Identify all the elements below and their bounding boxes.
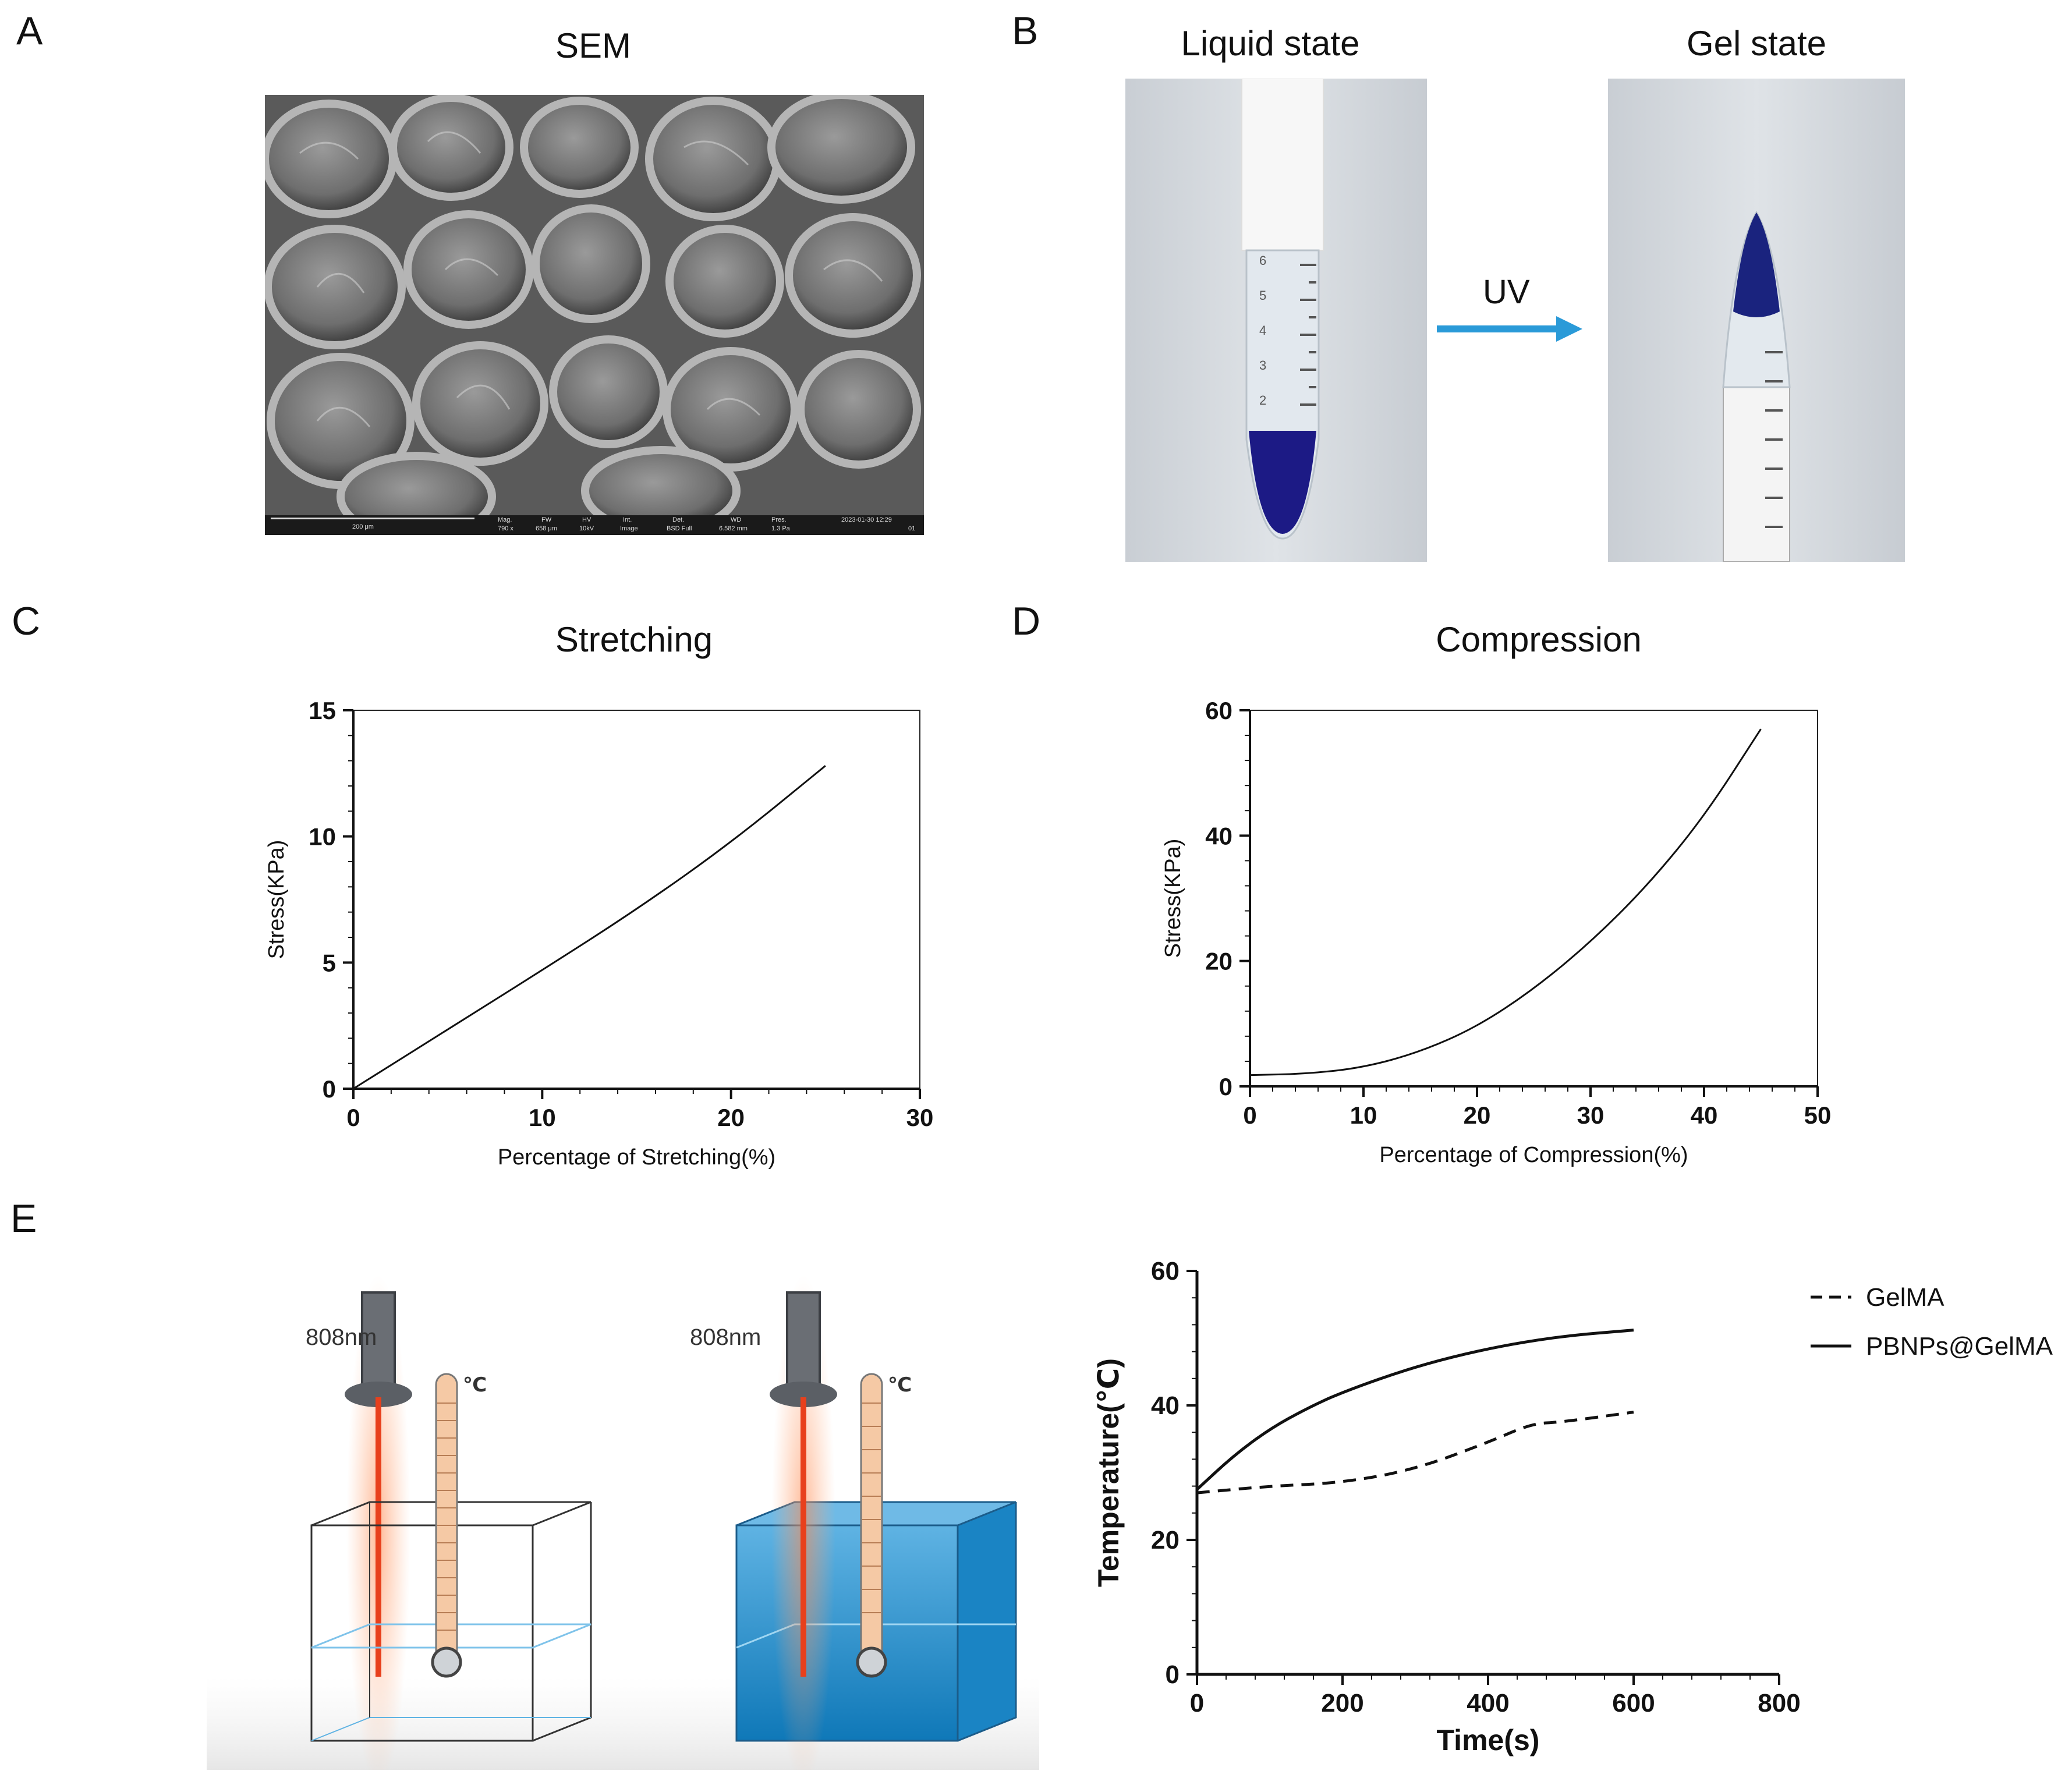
- temperature-y-tick-label: 60: [1151, 1257, 1180, 1285]
- gel-state-photo: [1608, 79, 1905, 562]
- compression-x-axis-label: Percentage of Compression(%): [1379, 1143, 1688, 1167]
- sem-info-bar: 200 μm Mag. 790 x FW 658 μm HV 10kV Int.…: [265, 515, 924, 535]
- compression-curve-line: [1249, 728, 1762, 1076]
- laser-setup-left: 808nm ℃: [306, 1275, 592, 1770]
- thermo-label-left: ℃: [463, 1374, 487, 1396]
- compression-y-tick-label: 40: [1205, 822, 1232, 849]
- panel-letter-a: A: [16, 9, 43, 53]
- stretching-x-tick-label: 10: [529, 1104, 556, 1131]
- stretching-y-tick-label: 15: [309, 697, 336, 724]
- liquid-state-title: Liquid state: [1181, 24, 1360, 63]
- series-gelma-line: [1196, 1411, 1634, 1494]
- panel-a-title: SEM: [555, 26, 632, 65]
- sem-fw-label: FW: [541, 516, 552, 523]
- compression-x-tick-label: 0: [1243, 1102, 1256, 1129]
- tube-mark-4: 4: [1259, 323, 1266, 338]
- sem-texture: [265, 95, 924, 535]
- compression-y-tick-label: 0: [1219, 1073, 1232, 1100]
- uv-arrow: [1437, 316, 1582, 342]
- stretching-y-tick-label: 10: [309, 823, 336, 851]
- stretching-x-axis-label: Percentage of Stretching(%): [498, 1145, 775, 1170]
- sem-det: BSD Full: [667, 525, 692, 532]
- tube-mark-5: 5: [1259, 288, 1266, 303]
- sem-wd-label: WD: [731, 516, 742, 523]
- thermo-label-right: ℃: [888, 1374, 912, 1396]
- series-pbnps-gelma-line: [1196, 1329, 1634, 1491]
- temperature-y-tick-label: 20: [1151, 1526, 1180, 1554]
- stretching-x-tick-label: 0: [346, 1104, 360, 1131]
- laser-setup-right: 808nm ℃: [690, 1275, 1017, 1770]
- panel-letter-d: D: [1012, 599, 1041, 643]
- panel-letter-c: C: [12, 599, 41, 643]
- tube-graduations: [1300, 264, 1316, 406]
- tube-mark-6: 6: [1259, 253, 1266, 268]
- sem-mag: 790 x: [498, 525, 513, 532]
- sem-det-label: Det.: [672, 516, 685, 523]
- panel-letter-e: E: [10, 1196, 37, 1241]
- stretching-plot-frame: [353, 710, 920, 1089]
- compression-x-tick-label: 10: [1350, 1102, 1377, 1129]
- panel-letter-b: B: [1012, 9, 1039, 53]
- compression-y-axis-label: Stress(KPa): [1161, 839, 1185, 958]
- sem-scale-label: 200 μm: [352, 523, 374, 530]
- sem-hv-label: HV: [582, 516, 592, 523]
- temperature-x-tick-label: 800: [1758, 1689, 1800, 1717]
- legend-label-series-gelma: GelMA: [1866, 1283, 1945, 1312]
- sem-pres: 1.3 Pa: [771, 525, 790, 532]
- laser-head-icon-2: [786, 1291, 821, 1393]
- stretching-y-tick-label: 5: [323, 949, 336, 976]
- temperature-y-tick-label: 40: [1151, 1391, 1180, 1420]
- thermometer-icon-2: [856, 1373, 887, 1678]
- photothermal-setup-illustration: 808nm ℃ 808nm ℃: [207, 1275, 1039, 1770]
- sem-date: 2023-01-30 12:29: [841, 516, 892, 523]
- laser-label-right: 808nm: [690, 1324, 761, 1350]
- sem-int-label: Int.: [623, 516, 632, 523]
- tube-mark-2: 2: [1259, 393, 1266, 408]
- tube-cap: [1241, 79, 1324, 251]
- stretching-y-axis-label: Stress(KPa): [264, 840, 289, 959]
- sem-hv: 10kV: [579, 525, 594, 532]
- compression-x-tick-label: 20: [1464, 1102, 1491, 1129]
- compression-title: Compression: [1436, 620, 1642, 659]
- sem-pres-label: Pres.: [771, 516, 787, 523]
- stretching-chart: 0 10 20 30 0 5 10 15 Percentage of Stretching(%)…: [264, 697, 934, 1170]
- sem-mag-label: Mag.: [498, 516, 512, 523]
- laser-head-icon: [361, 1291, 396, 1393]
- stretching-title: Stretching: [555, 620, 713, 659]
- compression-x-tick-label: 30: [1577, 1102, 1605, 1129]
- compression-y-tick-label: 60: [1205, 697, 1232, 724]
- sem-image: 200 μm Mag. 790 x FW 658 μm HV 10kV Int.…: [265, 95, 924, 535]
- uv-label: UV: [1483, 273, 1530, 311]
- gel-state-title: Gel state: [1686, 24, 1827, 63]
- temperature-x-tick-label: 400: [1467, 1689, 1509, 1717]
- sem-id: 01: [908, 525, 916, 532]
- legend-label-series-pbnps-gelma: PBNPs@GelMA: [1866, 1332, 2053, 1361]
- temperature-y-axis-label: Temperature(℃): [1092, 1358, 1125, 1587]
- liquid-state-photo: 6 5 4 3 2: [1125, 79, 1427, 562]
- stretching-curve-line: [353, 765, 826, 1090]
- sem-int: Image: [620, 525, 638, 532]
- stretching-y-tick-label: 0: [323, 1075, 336, 1103]
- blue-gel: [1733, 212, 1780, 317]
- tube-mark-3: 3: [1259, 358, 1266, 373]
- compression-y-tick-label: 20: [1205, 948, 1232, 975]
- temperature-x-tick-label: 0: [1190, 1689, 1204, 1717]
- laser-label-left: 808nm: [306, 1324, 377, 1350]
- temperature-chart: 0 200 400 600 800 0 20 40 60 Time(s) Temperature(℃…: [1092, 1257, 2053, 1756]
- blue-liquid: [1249, 431, 1316, 534]
- compression-x-tick-label: 40: [1691, 1102, 1718, 1129]
- thermometer-icon: [431, 1373, 462, 1678]
- stretching-x-tick-label: 20: [717, 1104, 745, 1131]
- sem-wd: 6.582 mm: [719, 525, 748, 532]
- sem-fw: 658 μm: [536, 525, 557, 532]
- gel-tube-graduations: [1765, 351, 1783, 528]
- temperature-x-axis-label: Time(s): [1437, 1724, 1540, 1756]
- temperature-x-tick-label: 200: [1321, 1689, 1363, 1717]
- stretching-x-tick-label: 30: [906, 1104, 934, 1131]
- temperature-x-tick-label: 600: [1612, 1689, 1655, 1717]
- compression-plot-frame: [1249, 710, 1818, 1087]
- compression-chart: 0 10 20 30 40 50 0 20 40 60 Percentage of Compress…: [1161, 697, 1832, 1167]
- compression-x-tick-label: 50: [1804, 1102, 1832, 1129]
- temperature-y-tick-label: 0: [1166, 1660, 1180, 1689]
